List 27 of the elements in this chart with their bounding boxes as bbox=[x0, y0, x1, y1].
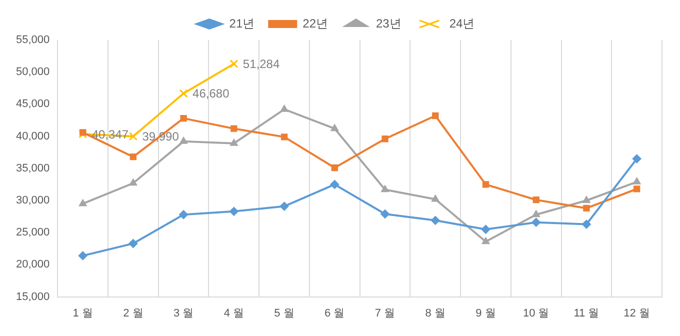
x-tick-label: 5 월 bbox=[274, 307, 294, 320]
x-tick-label: 6 월 bbox=[324, 307, 345, 320]
y-tick-label: 30,000 bbox=[16, 194, 50, 207]
x-tick-label: 7 월 bbox=[374, 307, 396, 320]
legend-label: 24년 bbox=[449, 16, 475, 30]
y-tick-label: 40,000 bbox=[16, 130, 50, 142]
y-tick-label: 25,000 bbox=[16, 226, 50, 239]
y-tick-label: 50,000 bbox=[16, 66, 50, 78]
y-tick-label: 35,000 bbox=[16, 162, 50, 174]
x-tick-label: 4 월 bbox=[224, 307, 244, 320]
y-tick-label: 20,000 bbox=[16, 258, 50, 271]
legend-label: 21년 bbox=[229, 16, 255, 30]
x-tick-label: 2 월 bbox=[123, 307, 144, 320]
x-tick-label: 10 월 bbox=[522, 307, 550, 320]
y-tick-label: 45,000 bbox=[16, 98, 50, 110]
x-tick-label: 1 월 bbox=[72, 307, 93, 320]
x-tick-label: 9 월 bbox=[476, 307, 496, 320]
x-tick-label: 11 월 bbox=[574, 307, 600, 320]
x-tick-label: 3 월 bbox=[173, 307, 194, 320]
y-tick-label: 15,000 bbox=[16, 290, 50, 303]
data-label: 51,284 bbox=[242, 57, 280, 72]
y-tick-label: 55,000 bbox=[16, 34, 50, 46]
legend-label: 22년 bbox=[302, 16, 328, 30]
data-label: 46,680 bbox=[192, 86, 230, 101]
legend-label: 23년 bbox=[376, 16, 402, 30]
x-tick-label: 12 월 bbox=[624, 307, 650, 320]
x-tick-label: 8 월 bbox=[425, 307, 446, 320]
